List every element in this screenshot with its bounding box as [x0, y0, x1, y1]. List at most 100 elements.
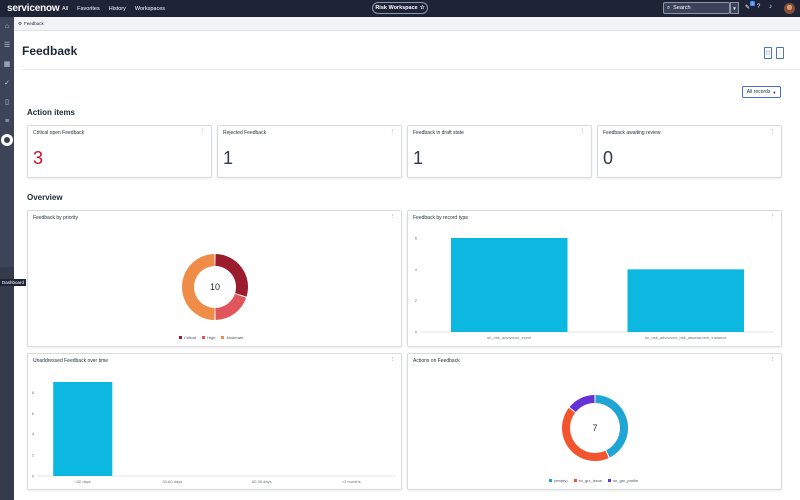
card-count: 1	[413, 148, 424, 168]
bell-icon[interactable]: ♪	[769, 4, 772, 10]
table-icon[interactable]: ▦	[3, 61, 11, 68]
legend-item[interactable]: (empty)	[549, 478, 568, 483]
dashboard-tooltip: Dashboard	[0, 279, 27, 286]
donut-slice-high[interactable]	[215, 293, 247, 320]
bar[interactable]	[53, 382, 113, 476]
legend-item[interactable]: Moderate	[221, 335, 243, 340]
actions-donut-chart: 7	[562, 395, 628, 461]
bar[interactable]	[627, 269, 744, 332]
more-options-icon[interactable]: ⋮	[776, 47, 784, 59]
action-items-heading: Action items	[27, 108, 76, 117]
legend-swatch	[549, 479, 552, 482]
legend-label: sn_grc_issue	[578, 478, 603, 483]
kebab-icon[interactable]: ⋮	[199, 129, 206, 135]
card-title: Critical open Feedback	[33, 130, 85, 136]
search-scope-dropdown[interactable]: ▼	[730, 2, 739, 14]
dashboard-icon[interactable]	[1, 134, 13, 146]
kebab-icon[interactable]: ⋮	[389, 214, 396, 220]
y-tick-label: 6	[32, 411, 35, 416]
nav-links: All Favorites History Workspaces	[62, 6, 165, 12]
donut-slice-moderate[interactable]	[181, 254, 215, 320]
gear-icon: ⚙	[18, 20, 23, 26]
help-icon[interactable]: ?	[757, 4, 761, 10]
home-icon[interactable]: ⌂	[4, 23, 10, 30]
y-tick-label: 2	[415, 298, 418, 303]
legend-item[interactable]: Critical	[179, 335, 196, 340]
global-search-input[interactable]: ⌕ Search	[663, 2, 730, 14]
y-tick-label: 6	[415, 236, 418, 241]
legend-label: Critical	[184, 335, 197, 340]
y-tick-label: 8	[32, 390, 35, 395]
bar[interactable]	[451, 238, 568, 332]
all-records-filter[interactable]: All records ▼	[742, 86, 781, 98]
breadcrumb-tab-feedback[interactable]: Feedback	[24, 21, 44, 26]
workspace-label: Risk Workspace	[375, 5, 418, 11]
nav-link-history[interactable]: History	[108, 5, 126, 12]
kebab-icon[interactable]: ⋮	[769, 357, 776, 363]
x-tick-label: >3 months	[342, 479, 361, 484]
card-count: 0	[603, 148, 614, 168]
user-avatar[interactable]	[784, 3, 795, 14]
donut-slice-critical[interactable]	[215, 254, 248, 297]
action-card-awaiting-review[interactable]: Feedback awaiting review ⋮ 0	[597, 125, 782, 178]
check-icon[interactable]: ✓	[4, 80, 10, 87]
y-tick-label: 0	[32, 474, 35, 479]
kebab-icon[interactable]: ⋮	[389, 357, 396, 363]
header-divider	[22, 69, 800, 70]
card-title: Feedback awaiting review	[603, 130, 661, 136]
y-tick-label: 4	[32, 432, 35, 437]
legend-label: Moderate	[226, 335, 244, 340]
legend-label: (empty)	[554, 478, 568, 483]
workspace-selector[interactable]: Risk Workspace ☆	[372, 2, 428, 14]
widget-actions-on-feedback: Actions on Feedback ⋮ 7 (empty) sn_grc_is…	[407, 353, 782, 490]
kebab-icon[interactable]: ⋮	[769, 129, 776, 135]
left-sidebar: ⌂ ☰ ▦ ✓ ▯ ≡	[0, 17, 14, 500]
actions-legend: (empty) sn_grc_issue sn_grc_profile	[549, 478, 638, 483]
kebab-icon[interactable]: ⋮	[769, 214, 776, 220]
widget-title: Feedback by record type	[413, 215, 469, 221]
legend-swatch	[608, 479, 612, 482]
chat-icon[interactable]: ✎	[745, 5, 751, 11]
legend-label: High	[207, 335, 216, 340]
star-icon: ☆	[419, 5, 425, 11]
donut-slice-sn-grc-issue[interactable]	[562, 407, 609, 461]
legend-item[interactable]: sn_grc_profile	[608, 478, 638, 483]
top-navigation-bar: servicenow All Favorites History Workspa…	[0, 0, 800, 17]
legend-item[interactable]: High	[202, 335, 215, 340]
y-tick-label: 4	[415, 267, 418, 272]
card-count: 1	[223, 148, 234, 168]
widget-title: Unaddressed Feedback over time	[33, 358, 109, 364]
legend-swatch	[573, 479, 577, 482]
kebab-icon[interactable]: ⋮	[389, 129, 396, 135]
page-title[interactable]: Feedback	[22, 44, 78, 58]
donut-slice--empty-[interactable]	[595, 395, 628, 458]
priority-legend: Critical High Moderate	[179, 335, 243, 340]
menu-icon[interactable]: ≡	[4, 118, 10, 125]
search-placeholder: Search	[673, 5, 691, 11]
widget-feedback-by-record-type: Feedback by record type ⋮ 0 2 4 6 sn_risk_ad…	[407, 210, 782, 347]
action-card-draft[interactable]: Feedback in draft state ⋮ 1	[407, 125, 592, 178]
list-icon[interactable]: ☰	[3, 42, 11, 49]
legend-item[interactable]: sn_grc_issue	[573, 478, 603, 483]
action-card-rejected[interactable]: Rejected Feedback ⋮ 1	[217, 125, 402, 178]
donut-total-label: 7	[592, 423, 597, 433]
clipboard-icon[interactable]: ▯	[5, 99, 9, 106]
donut-slice-sn-grc-profile[interactable]	[569, 395, 595, 413]
x-tick-label: <30 days	[75, 479, 91, 484]
card-count: 3	[33, 148, 44, 168]
nav-link-favorites[interactable]: Favorites	[77, 5, 100, 12]
nav-link-workspaces[interactable]: Workspaces	[134, 5, 166, 12]
breadcrumb: ⚙ Feedback	[14, 17, 800, 31]
widget-title: Actions on Feedback	[413, 358, 460, 364]
donut-total-label: 10	[210, 282, 220, 292]
search-icon: ⌕	[667, 4, 671, 11]
nav-link-all[interactable]: All	[62, 5, 69, 12]
info-icon[interactable]: ▢	[764, 47, 772, 59]
widget-unaddressed-over-time: Unaddressed Feedback over time ⋮ 0 2 4 6 8 <3…	[27, 353, 402, 490]
chevron-down-icon[interactable]: ▼	[66, 49, 71, 55]
servicenow-logo[interactable]: servicenow	[7, 3, 60, 14]
x-tick-label: sn_risk_advanced_event	[487, 335, 532, 340]
action-card-critical[interactable]: Critical open Feedback ⋮ 3	[27, 125, 212, 178]
card-title: Rejected Feedback	[223, 130, 267, 136]
kebab-icon[interactable]: ⋮	[579, 129, 586, 135]
